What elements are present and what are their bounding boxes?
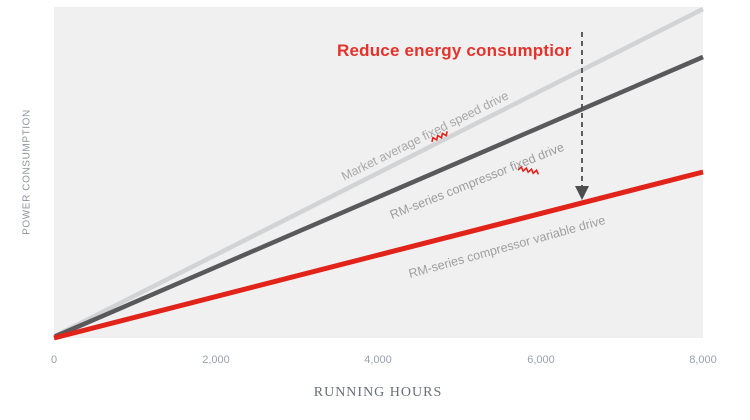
x-tick-0: 0	[50, 354, 58, 366]
spellcheck-squiggle-icon	[517, 165, 540, 175]
spellcheck-squiggle-icon	[431, 131, 448, 143]
x-tick-8000: 8,000	[689, 354, 717, 366]
arrow-head-icon	[575, 186, 589, 200]
x-tick-4000: 4,000	[364, 354, 392, 366]
series-line-rm-fixed-drive	[54, 54, 704, 339]
series-line-market-average-fixed-speed	[53, 6, 705, 339]
series-line-rm-variable-drive	[53, 169, 704, 341]
x-axis-label: RUNNING HOURS	[313, 385, 443, 400]
y-axis-label: POWER CONSUMPTION	[21, 109, 33, 235]
x-tick-2000: 2,000	[202, 354, 230, 366]
x-tick-6000: 6,000	[527, 354, 555, 366]
chart-title: Reduce energy consumptior	[337, 41, 572, 60]
